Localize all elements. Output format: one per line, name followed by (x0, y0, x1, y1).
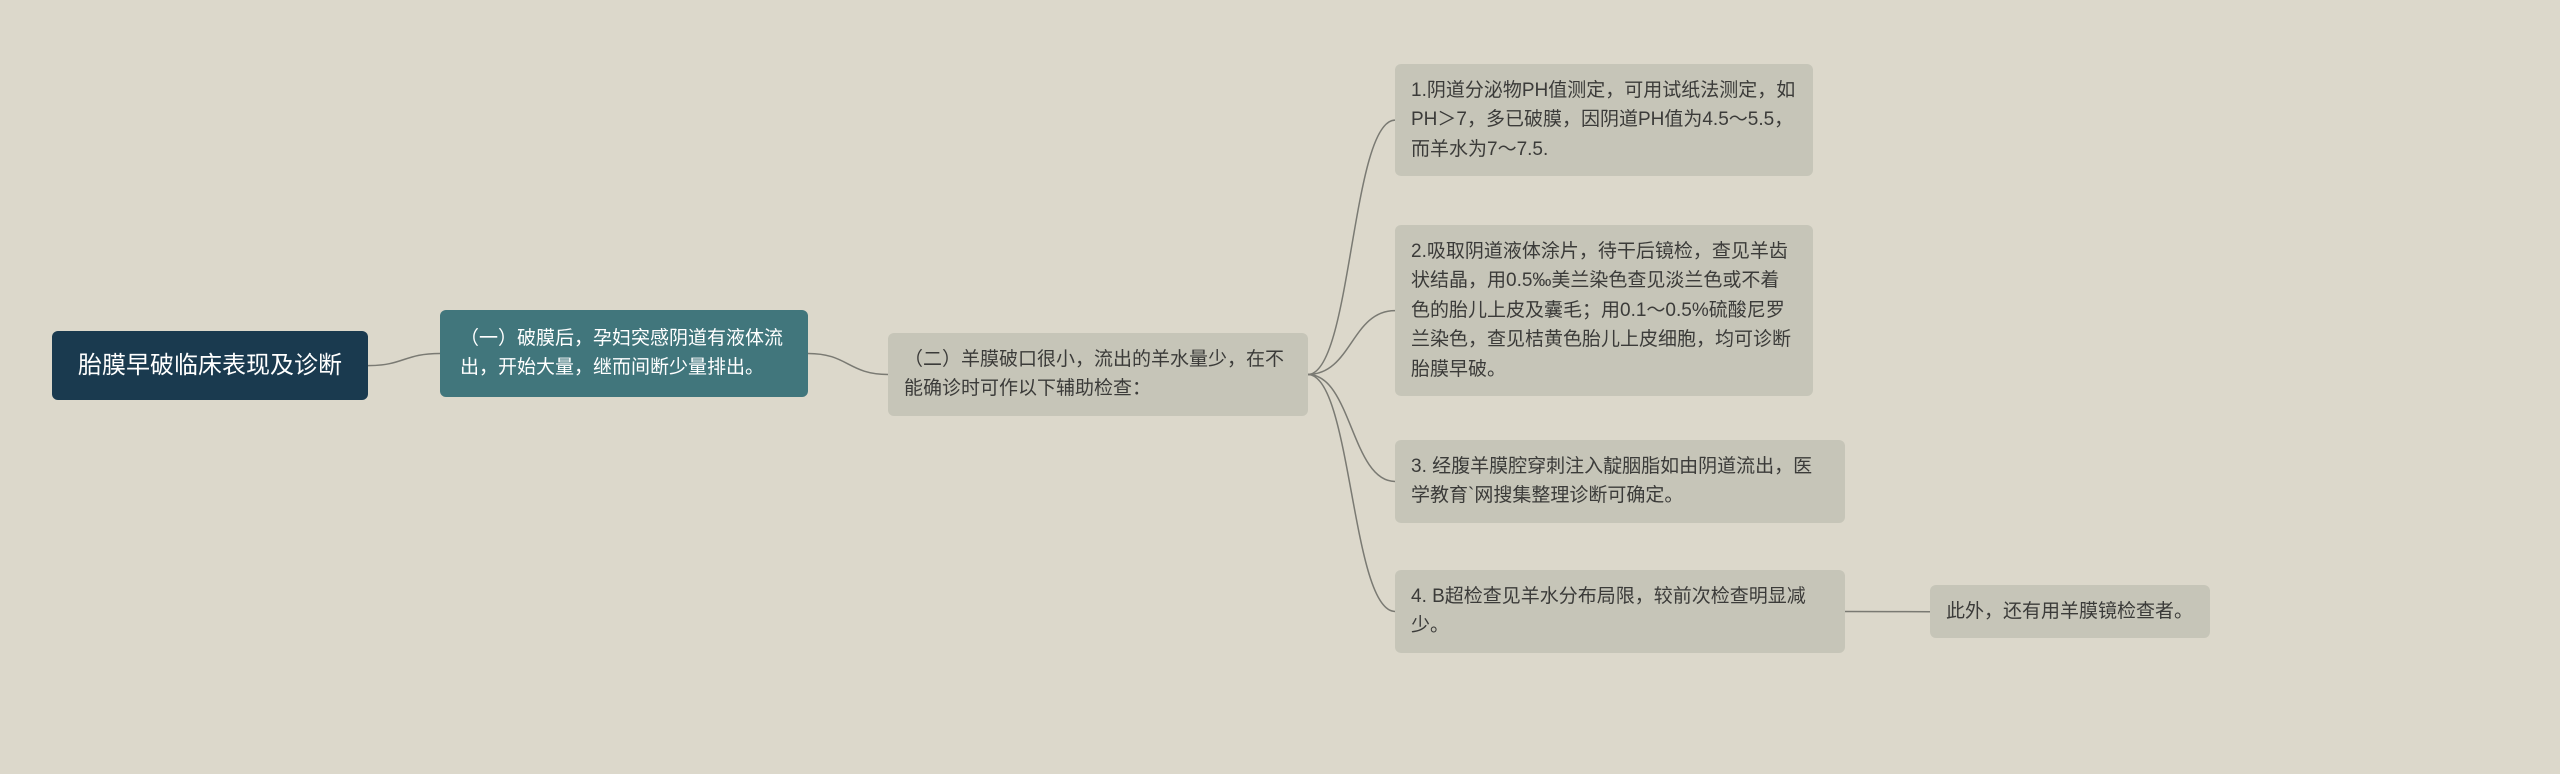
node-child-4: 4. B超检查见羊水分布局限，较前次检查明显减少。 (1395, 570, 1845, 653)
node-child-3: 3. 经腹羊膜腔穿刺注入靛胭脂如由阴道流出，医学教育`网搜集整理诊断可确定。 (1395, 440, 1845, 523)
node-level2: （二）羊膜破口很小，流出的羊水量少，在不能确诊时可作以下辅助检查： (888, 333, 1308, 416)
root-node: 胎膜早破临床表现及诊断 (52, 331, 368, 400)
node-level1: （一）破膜后，孕妇突感阴道有液体流出，开始大量，继而间断少量排出。 (440, 310, 808, 397)
node-child-2: 2.吸取阴道液体涂片，待干后镜检，查见羊齿状结晶，用0.5‰美兰染色查见淡兰色或… (1395, 225, 1813, 396)
node-extra-1: 此外，还有用羊膜镜检查者。 (1930, 585, 2210, 638)
node-child-1: 1.阴道分泌物PH值测定，可用试纸法测定，如PH＞7，多已破膜，因阴道PH值为4… (1395, 64, 1813, 176)
